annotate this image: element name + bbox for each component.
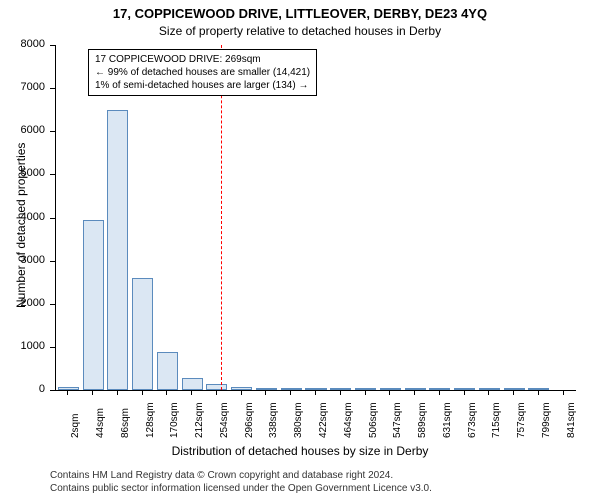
histogram-bar [231, 387, 252, 390]
xtick-label: 380sqm [293, 402, 304, 438]
ytick-label: 5000 [0, 167, 45, 179]
xtick-mark [488, 390, 489, 395]
xtick-label: 589sqm [417, 402, 428, 438]
ytick-label: 1000 [0, 340, 45, 352]
ytick-mark [50, 347, 55, 348]
ytick-mark [50, 131, 55, 132]
xtick-label: 715sqm [491, 402, 502, 438]
xtick-mark [166, 390, 167, 395]
xtick-label: 757sqm [516, 402, 527, 438]
ytick-mark [50, 218, 55, 219]
histogram-plot [55, 45, 576, 391]
ytick-mark [50, 390, 55, 391]
xtick-mark [216, 390, 217, 395]
xtick-label: 547sqm [392, 402, 403, 438]
xtick-label: 86sqm [120, 408, 131, 438]
xtick-label: 422sqm [318, 402, 329, 438]
xtick-label: 128sqm [145, 402, 156, 438]
ytick-label: 4000 [0, 211, 45, 223]
ytick-label: 8000 [0, 38, 45, 50]
ytick-mark [50, 88, 55, 89]
xtick-label: 254sqm [219, 402, 230, 438]
histogram-bar [355, 388, 376, 390]
xtick-mark [538, 390, 539, 395]
xtick-mark [513, 390, 514, 395]
xtick-mark [191, 390, 192, 395]
histogram-bar [157, 352, 178, 390]
xtick-mark [464, 390, 465, 395]
histogram-bar [330, 388, 351, 390]
xtick-mark [563, 390, 564, 395]
xtick-label: 841sqm [566, 402, 577, 438]
ytick-label: 6000 [0, 124, 45, 136]
xtick-label: 170sqm [169, 402, 180, 438]
marker-line [221, 45, 222, 390]
footer-line-2: Contains public sector information licen… [50, 483, 432, 494]
xtick-mark [142, 390, 143, 395]
xtick-mark [389, 390, 390, 395]
xtick-mark [290, 390, 291, 395]
xtick-label: 338sqm [268, 402, 279, 438]
xtick-label: 296sqm [244, 402, 255, 438]
ytick-label: 7000 [0, 81, 45, 93]
annotation-line: 1% of semi-detached houses are larger (1… [95, 79, 310, 92]
xtick-mark [439, 390, 440, 395]
histogram-bar [206, 384, 227, 390]
xtick-mark [67, 390, 68, 395]
page-subtitle: Size of property relative to detached ho… [0, 24, 600, 38]
xtick-label: 506sqm [368, 402, 379, 438]
footer-line-1: Contains HM Land Registry data © Crown c… [50, 470, 393, 481]
xtick-mark [315, 390, 316, 395]
xtick-label: 464sqm [343, 402, 354, 438]
xtick-label: 673sqm [467, 402, 478, 438]
annotation-box: 17 COPPICEWOOD DRIVE: 269sqm← 99% of det… [88, 49, 317, 96]
histogram-bar [107, 110, 128, 390]
histogram-bar [182, 378, 203, 390]
ytick-mark [50, 261, 55, 262]
chart-container: 17, COPPICEWOOD DRIVE, LITTLEOVER, DERBY… [0, 0, 600, 500]
ytick-label: 2000 [0, 297, 45, 309]
annotation-line: ← 99% of detached houses are smaller (14… [95, 66, 310, 79]
x-axis-label: Distribution of detached houses by size … [0, 444, 600, 458]
xtick-mark [117, 390, 118, 395]
ytick-label: 3000 [0, 254, 45, 266]
xtick-label: 631sqm [442, 402, 453, 438]
xtick-label: 44sqm [95, 408, 106, 438]
ytick-label: 0 [0, 383, 45, 395]
histogram-bar [429, 388, 450, 390]
ytick-mark [50, 174, 55, 175]
xtick-label: 2sqm [70, 414, 81, 438]
xtick-label: 799sqm [541, 402, 552, 438]
xtick-mark [92, 390, 93, 395]
histogram-bar [132, 278, 153, 390]
histogram-bar [528, 388, 549, 390]
ytick-mark [50, 45, 55, 46]
page-title: 17, COPPICEWOOD DRIVE, LITTLEOVER, DERBY… [0, 6, 600, 21]
histogram-bar [454, 388, 475, 390]
xtick-mark [365, 390, 366, 395]
xtick-mark [241, 390, 242, 395]
xtick-mark [340, 390, 341, 395]
ytick-mark [50, 304, 55, 305]
xtick-mark [265, 390, 266, 395]
histogram-bar [83, 220, 104, 390]
xtick-label: 212sqm [194, 402, 205, 438]
annotation-line: 17 COPPICEWOOD DRIVE: 269sqm [95, 53, 310, 66]
xtick-mark [414, 390, 415, 395]
